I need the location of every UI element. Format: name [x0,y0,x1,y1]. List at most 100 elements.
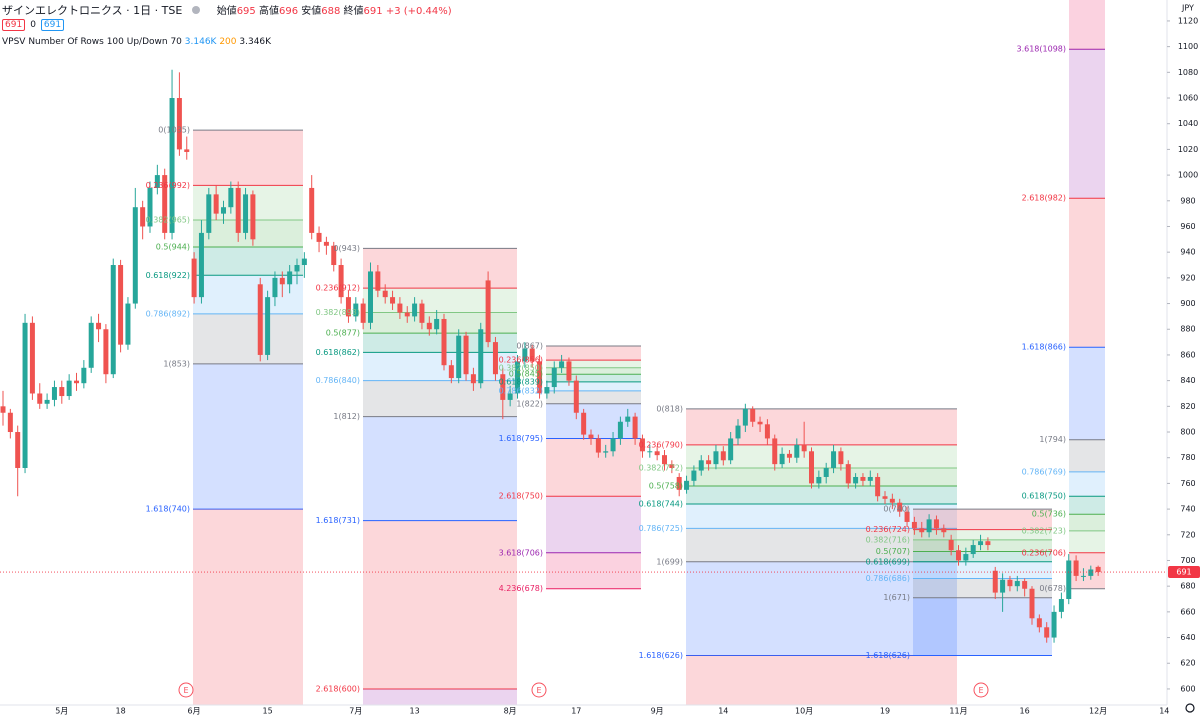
candle-body [720,451,726,461]
fib-zone [686,408,957,445]
y-tick-label: 980 [1180,196,1195,205]
candle-body [662,455,667,465]
sell-badge[interactable]: 691 [2,19,26,31]
candle-body [684,480,690,490]
candle-body [566,361,572,381]
fib-zone [1069,471,1105,497]
fib-zone [1069,530,1105,553]
y-tick-label: 700 [1180,556,1195,565]
fib-label: 3.618(706) [499,548,543,557]
spread: 0 [30,20,36,30]
ohlc-name: 始値 [216,6,237,17]
x-tick-label: 16 [1020,707,1030,716]
candle-body [412,303,418,317]
earnings-marker[interactable] [531,682,547,698]
fib-zone [546,345,641,361]
fib-label: 1.618(866) [1022,343,1066,352]
candle-body [713,451,719,465]
x-tick-label: 5月 [55,707,68,716]
fib-zone [546,552,641,589]
candle-body [750,408,756,422]
candle-body [15,432,21,468]
fib-label: 0.786(725) [639,524,683,533]
y-tick-label: 940 [1180,248,1195,257]
y-tick-label: 740 [1180,505,1195,514]
x-tick-label: 7月 [349,707,362,716]
y-tick-label: 840 [1180,376,1195,385]
fib-zone [1069,49,1105,199]
fib-label: 0.618(750) [1022,492,1066,501]
fib-label: 0.236(912) [316,284,360,293]
candle-body [419,303,425,323]
settings-icon[interactable] [1185,703,1195,713]
candle-body [51,387,57,400]
candle-body [338,265,344,298]
candle-body [897,502,903,512]
candle-body [801,444,807,452]
fib-zone [686,503,957,529]
candle-body [96,322,102,330]
candle-body [162,175,168,233]
indicator-value: 200 [219,37,237,47]
candle-body [118,265,124,345]
candle-body [963,554,969,561]
candle-body [933,519,939,529]
candle-body [551,367,557,388]
candle-body [132,207,138,304]
fib-label: 1(853) [163,359,190,368]
candle-body [889,498,895,503]
y-tick-label: 900 [1180,299,1195,308]
ohlc-value: 696 [278,6,299,17]
x-tick-label: 11月 [949,707,967,716]
fib-label: 0.786(840) [316,376,360,385]
buy-badge[interactable]: 691 [40,19,65,31]
earnings-marker[interactable] [178,682,194,698]
fib-label: 4.236(678) [499,584,543,593]
x-tick-label: 13 [410,707,420,716]
candle-body [1014,581,1020,587]
y-tick-label: 780 [1180,453,1195,462]
candle-body [360,303,366,323]
y-tick-label: 680 [1180,582,1195,591]
candle-body [301,258,307,266]
fib-label: 0.5(944) [156,243,190,252]
candle-body [1051,611,1057,638]
fib-label: 1(822) [516,399,543,408]
earnings-marker[interactable] [973,682,989,698]
x-tick-label: 10月 [795,707,813,716]
fib-zone [193,313,303,364]
candle-body [1073,560,1079,576]
candle-body [794,444,800,458]
candle-body [426,322,432,330]
y-tick-label: 1060 [1178,94,1198,103]
fib-label: 1(812) [333,412,360,421]
candle-body [941,528,947,533]
fib-tail [686,655,957,705]
candle-body [691,470,697,481]
y-tick-label: 1100 [1178,42,1198,51]
y-tick-label: 800 [1180,428,1195,437]
candle-body [485,280,491,343]
candle-body [74,380,79,384]
fib-zone [363,520,517,689]
candle-body [809,451,814,484]
indicator-value: 3.146K [184,37,217,47]
candle-body [573,380,579,413]
candle-body [125,303,131,345]
x-tick-label: 15 [263,707,273,716]
fib-label: 0(943) [333,244,360,253]
candle-body [448,365,454,379]
fib-label: 0.618(699) [866,557,910,566]
candle-body [956,550,961,561]
candle-body [88,322,94,368]
fib-label: 0.382(965) [146,216,190,225]
candle-body [676,476,682,490]
candle-body [735,425,741,439]
legend-line: ザインエレクトロニクス · 1日 · TSE 始値695 高値696 安値688… [2,2,452,18]
candle-body [235,187,241,233]
x-tick-label: 8月 [504,707,517,716]
y-tick-label: 1120 [1178,16,1198,25]
candle-body [492,342,498,375]
fib-label: 3.618(1098) [1016,45,1066,54]
